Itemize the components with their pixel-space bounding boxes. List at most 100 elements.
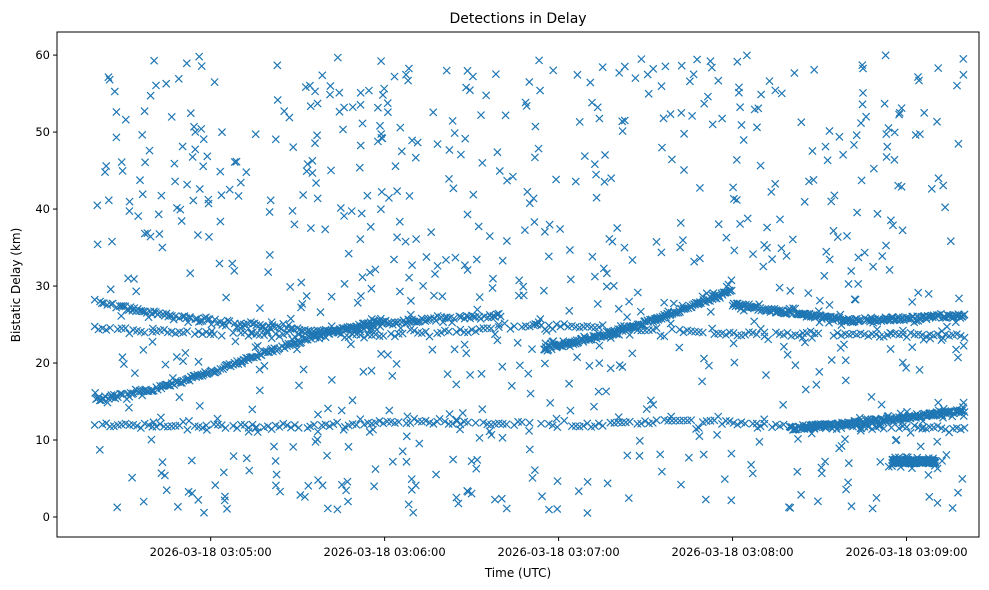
data-point <box>191 315 200 324</box>
data-point <box>383 350 392 359</box>
data-point <box>344 333 353 342</box>
data-point <box>676 243 685 252</box>
data-point <box>566 406 575 415</box>
data-point <box>367 366 376 375</box>
data-point <box>933 330 942 339</box>
data-point <box>313 131 322 140</box>
data-point <box>100 168 110 177</box>
data-point <box>958 474 967 483</box>
data-point <box>405 273 414 282</box>
data-point <box>798 333 807 342</box>
y-tick-label: 0 <box>43 510 50 524</box>
data-point <box>928 313 937 322</box>
data-point <box>240 420 249 429</box>
data-point <box>313 194 322 203</box>
data-point <box>946 237 955 246</box>
data-point <box>858 100 867 109</box>
data-point <box>448 116 457 125</box>
data-point <box>872 493 881 502</box>
data-point <box>271 329 280 338</box>
data-point <box>229 328 238 337</box>
data-point <box>890 155 899 164</box>
data-point <box>202 425 211 435</box>
data-point <box>430 269 440 279</box>
data-point <box>356 141 365 150</box>
data-point <box>806 327 815 336</box>
data-point <box>110 87 119 96</box>
data-point <box>139 497 148 506</box>
data-point <box>407 475 416 484</box>
data-point <box>344 249 353 258</box>
data-point <box>408 136 417 145</box>
data-point <box>549 66 558 75</box>
data-point <box>220 496 229 505</box>
data-point <box>325 90 335 99</box>
data-point <box>594 387 603 396</box>
data-point <box>91 388 100 397</box>
data-point <box>775 283 784 292</box>
data-point <box>644 89 653 98</box>
data-point <box>785 422 794 431</box>
data-point <box>839 150 848 159</box>
data-point <box>525 445 534 454</box>
data-point <box>244 427 253 436</box>
data-point <box>360 333 369 342</box>
data-point <box>359 367 368 376</box>
data-point <box>733 331 742 340</box>
data-point <box>487 430 496 439</box>
data-point <box>730 246 739 255</box>
data-point <box>352 325 361 334</box>
data-point <box>869 262 878 271</box>
data-point <box>335 88 344 97</box>
data-point <box>868 504 877 513</box>
plot-frame <box>56 31 980 538</box>
data-point <box>273 61 282 70</box>
data-point <box>377 57 386 66</box>
data-point <box>729 328 738 338</box>
data-point <box>497 494 506 503</box>
data-point <box>326 81 335 91</box>
data-point <box>132 287 141 296</box>
data-point <box>727 276 736 285</box>
data-point <box>303 423 312 433</box>
y-tick-label: 20 <box>35 356 50 370</box>
data-point <box>954 139 963 148</box>
data-point <box>676 480 686 489</box>
data-point <box>681 304 690 313</box>
data-point <box>573 353 582 362</box>
data-point <box>93 240 102 249</box>
data-point <box>571 177 580 186</box>
data-point <box>767 187 776 196</box>
data-point <box>519 291 528 300</box>
data-point <box>820 271 829 280</box>
data-point <box>199 162 208 171</box>
data-point <box>375 121 385 130</box>
data-point <box>841 356 850 365</box>
data-point <box>598 321 607 330</box>
y-tick-label: 10 <box>35 433 50 447</box>
data-point <box>158 243 167 252</box>
data-point <box>174 74 183 83</box>
data-point <box>140 107 149 116</box>
data-point <box>306 102 315 111</box>
data-point <box>677 61 686 70</box>
data-point <box>210 315 220 324</box>
data-point <box>404 500 413 509</box>
data-point <box>761 370 771 380</box>
data-point <box>960 333 969 342</box>
data-point <box>406 310 415 319</box>
data-point <box>732 195 741 205</box>
data-point <box>732 155 741 164</box>
data-point <box>737 120 746 130</box>
data-point <box>207 327 216 336</box>
data-point <box>242 454 251 463</box>
data-point <box>198 423 207 432</box>
data-point <box>755 437 764 446</box>
data-point <box>118 166 127 175</box>
data-point <box>298 332 307 341</box>
data-point <box>487 324 496 333</box>
data-point <box>722 233 731 242</box>
data-point <box>113 503 122 512</box>
x-tick-label: 2026-03-18 03:06:00 <box>324 545 446 559</box>
